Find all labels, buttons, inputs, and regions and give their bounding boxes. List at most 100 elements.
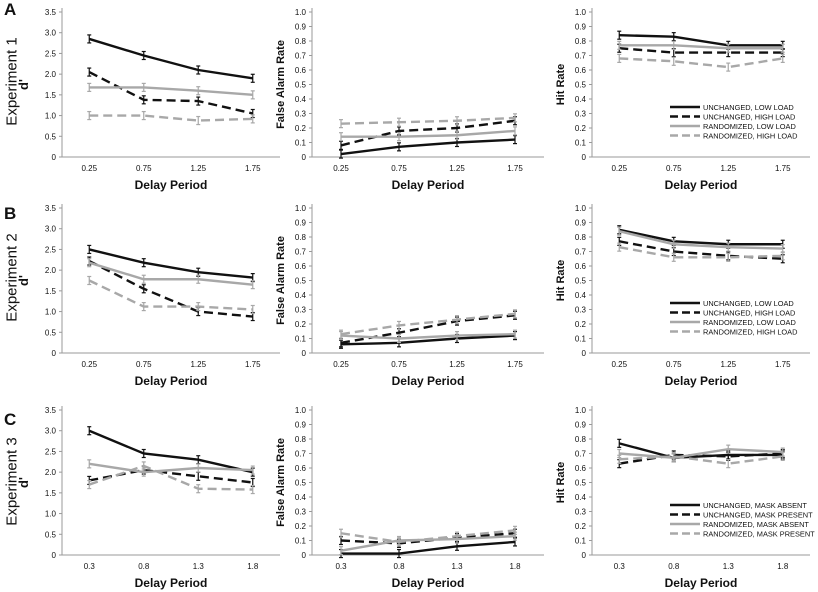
y-tick-label: 0.8 bbox=[295, 435, 307, 444]
legend-entry: UNCHANGED, MASK ABSENT bbox=[703, 501, 807, 510]
series-line-solid-black bbox=[340, 334, 516, 346]
series-line-dashed-gray bbox=[88, 464, 253, 491]
y-tick-label: 0 bbox=[52, 153, 57, 162]
x-tick-label: 0.75 bbox=[391, 164, 407, 173]
y-tick-label: 0 bbox=[302, 551, 307, 560]
legend-entry: UNCHANGED, HIGH LOAD bbox=[703, 113, 795, 122]
x-tick-label: 0.3 bbox=[84, 562, 96, 571]
y-tick-label: 2.5 bbox=[45, 245, 57, 254]
y-tick-label: 0.2 bbox=[295, 320, 307, 329]
y-tick-label: 0.5 bbox=[295, 479, 307, 488]
series-line-dashed-black bbox=[88, 71, 254, 115]
series-line-solid-black bbox=[340, 138, 516, 156]
y-tick-label: 0.5 bbox=[295, 81, 307, 90]
series-line-solid-gray bbox=[89, 86, 253, 97]
x-axis-title: Delay Period bbox=[392, 576, 465, 590]
y-tick-label: 0.3 bbox=[295, 110, 307, 119]
chart-panel-9: 0 0.1 0.2 0.3 0.4 0.5 0.6 0.7 0.8 0.9 1.0 0.3 0.8 1.3… bbox=[555, 406, 815, 590]
y-tick-label: 0.2 bbox=[575, 522, 587, 531]
x-axis-title: Delay Period bbox=[135, 178, 208, 192]
y-tick-label: 0.9 bbox=[575, 23, 587, 32]
panel-letter-c: C bbox=[4, 410, 17, 429]
y-tick-label: 0.8 bbox=[575, 37, 587, 46]
y-tick-label: 0.4 bbox=[295, 95, 307, 104]
y-tick-label: 1.0 bbox=[45, 308, 57, 317]
x-tick-label: 1.8 bbox=[247, 562, 259, 571]
y-tick-label: 0.6 bbox=[295, 66, 307, 75]
y-tick-label: 0.3 bbox=[575, 306, 587, 315]
chart-panel-8: 0 0.1 0.2 0.3 0.4 0.5 0.6 0.7 0.8 0.9 1.0 0.3 0.8 1.3… bbox=[275, 406, 544, 590]
x-tick-label: 1.25 bbox=[720, 164, 736, 173]
legend-entry: UNCHANGED, MASK PRESENT bbox=[703, 511, 813, 520]
x-axis-title: Delay Period bbox=[665, 576, 738, 590]
y-axis-title: Hit Rate bbox=[555, 64, 567, 106]
y-tick-label: 0.7 bbox=[575, 52, 587, 61]
x-tick-label: 1.25 bbox=[449, 360, 465, 369]
y-axis-title: False Alarm Rate bbox=[275, 40, 287, 129]
y-axis-title: d' bbox=[16, 477, 31, 488]
legend-entry: RANDOMIZED, LOW LOAD bbox=[703, 318, 796, 327]
experiment-label: Experiment 2 bbox=[3, 233, 21, 322]
series-line-dashed-gray bbox=[340, 312, 516, 336]
experiment-label: Experiment 1 bbox=[3, 37, 21, 126]
x-tick-label: 0.75 bbox=[666, 360, 682, 369]
y-axis-title: Hit Rate bbox=[555, 462, 567, 504]
y-tick-label: 0.4 bbox=[575, 493, 587, 502]
y-tick-label: 0.1 bbox=[575, 335, 587, 344]
legend-entry: UNCHANGED, HIGH LOAD bbox=[703, 309, 795, 318]
legend-entry: UNCHANGED, LOW LOAD bbox=[703, 103, 794, 112]
y-tick-label: 0.1 bbox=[575, 537, 587, 546]
series-line-dashed-gray bbox=[340, 116, 516, 125]
y-tick-label: 0.6 bbox=[295, 464, 307, 473]
series-line-solid-gray bbox=[619, 447, 783, 460]
x-tick-label: 0.8 bbox=[668, 562, 680, 571]
x-tick-label: 1.3 bbox=[193, 562, 205, 571]
y-tick-label: 2.0 bbox=[45, 266, 57, 275]
x-tick-label: 1.3 bbox=[451, 562, 463, 571]
y-tick-label: 0 bbox=[582, 153, 587, 162]
y-tick-label: 1.0 bbox=[45, 112, 57, 121]
y-tick-label: 1.0 bbox=[295, 406, 307, 415]
series-line-dashed-gray bbox=[88, 279, 253, 311]
y-tick-label: 1.0 bbox=[295, 204, 307, 213]
x-tick-label: 1.8 bbox=[509, 562, 521, 571]
y-tick-label: 0.8 bbox=[295, 233, 307, 242]
y-tick-label: 1.0 bbox=[45, 510, 57, 519]
y-tick-label: 3.5 bbox=[45, 406, 57, 415]
y-tick-label: 0.9 bbox=[575, 421, 587, 430]
y-tick-label: 0.3 bbox=[295, 508, 307, 517]
legend-entry: RANDOMIZED, HIGH LOAD bbox=[703, 132, 797, 141]
y-tick-label: 0.5 bbox=[45, 132, 57, 141]
chart-panel-5: 0 0.1 0.2 0.3 0.4 0.5 0.6 0.7 0.8 0.9 1.0 0.25 0.75 1… bbox=[275, 204, 544, 388]
y-tick-label: 3.5 bbox=[45, 204, 57, 213]
y-tick-label: 3.5 bbox=[45, 8, 57, 17]
y-axis-title: d' bbox=[16, 79, 31, 90]
series-line-solid-gray bbox=[89, 462, 253, 474]
series-line-solid-black bbox=[619, 34, 783, 47]
x-axis-title: Delay Period bbox=[135, 576, 208, 590]
x-tick-label: 1.25 bbox=[720, 360, 736, 369]
chart-panel-2: 0 0.1 0.2 0.3 0.4 0.5 0.6 0.7 0.8 0.9 1.0 0.25 0.75 1… bbox=[275, 8, 544, 192]
x-axis-title: Delay Period bbox=[135, 374, 208, 388]
y-tick-label: 0.5 bbox=[295, 277, 307, 286]
series-line-solid-gray bbox=[619, 44, 783, 50]
chart-panel-3: 0 0.1 0.2 0.3 0.4 0.5 0.6 0.7 0.8 0.9 1.0 0.25 0.75 1… bbox=[555, 8, 810, 192]
x-axis-title: Delay Period bbox=[392, 178, 465, 192]
y-tick-label: 0.5 bbox=[575, 479, 587, 488]
x-tick-label: 1.75 bbox=[245, 360, 261, 369]
y-tick-label: 1.0 bbox=[295, 8, 307, 17]
chart-panel-4: 0 0.5 1.0 1.5 2.0 2.5 3.0 3.5 0.25 0.75 1.25 1.75 De… bbox=[16, 204, 280, 388]
x-tick-label: 0.3 bbox=[614, 562, 626, 571]
y-tick-label: 0.2 bbox=[295, 124, 307, 133]
y-tick-label: 0.7 bbox=[295, 450, 307, 459]
y-tick-label: 0.4 bbox=[575, 291, 587, 300]
legend-entry: RANDOMIZED, MASK ABSENT bbox=[703, 520, 809, 529]
x-tick-label: 0.8 bbox=[138, 562, 150, 571]
y-tick-label: 1.5 bbox=[45, 489, 57, 498]
x-tick-label: 0.75 bbox=[136, 164, 152, 173]
legend-entry: RANDOMIZED, LOW LOAD bbox=[703, 122, 796, 131]
chart-panel-7: 0 0.5 1.0 1.5 2.0 2.5 3.0 3.5 0.3 0.8 1.3 1.8 Delay … bbox=[16, 406, 280, 590]
series-line-solid-gray bbox=[341, 129, 516, 138]
y-tick-label: 0.6 bbox=[575, 66, 587, 75]
